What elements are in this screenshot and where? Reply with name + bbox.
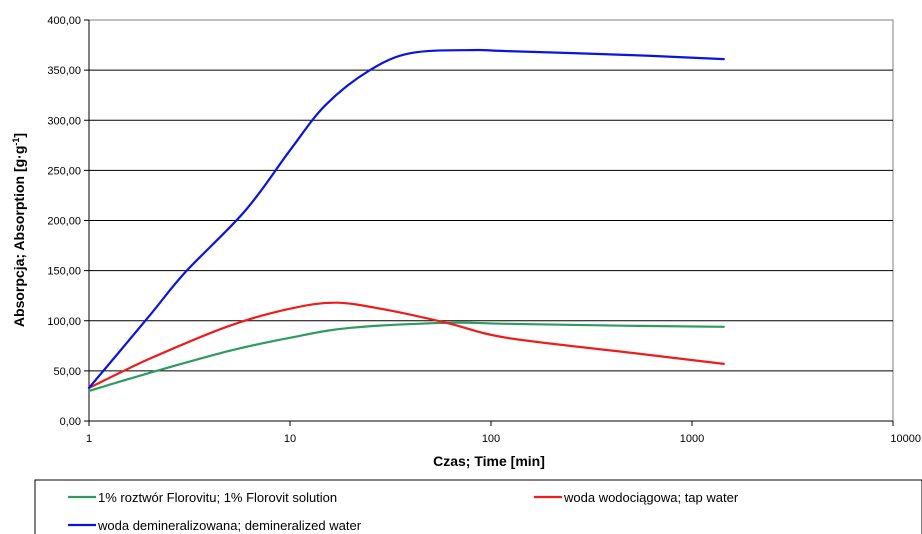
y-tick-label: 150,00	[47, 266, 81, 278]
x-tick-label: 100	[482, 433, 500, 445]
legend-label: woda demineralizowana; demineralized wat…	[97, 518, 362, 533]
y-axis-title: Absorpcja; Absorption [g·g-1]	[11, 133, 27, 327]
y-tick-label: 0,00	[60, 416, 81, 428]
y-axis-title-close: ]	[11, 133, 27, 138]
legend-label: woda wodociągowa; tap water	[563, 490, 739, 505]
y-tick-label: 300,00	[47, 115, 81, 127]
y-tick-label: 250,00	[47, 165, 81, 177]
x-axis: 1 10 100 1000 10000	[86, 420, 921, 445]
legend-label: 1% roztwór Florovitu; 1% Florovit soluti…	[98, 490, 337, 505]
x-tick-label: 10000	[890, 433, 921, 445]
legend-item-demineralized-water: woda demineralizowana; demineralized wat…	[68, 518, 362, 533]
legend: 1% roztwór Florovitu; 1% Florovit soluti…	[34, 479, 922, 534]
y-tick-label: 50,00	[53, 366, 81, 378]
y-axis: 0,00 50,00 100,00 150,00 200,00 250,00 300,00 3…	[47, 15, 90, 428]
legend-item-florovit-solution: 1% roztwór Florovitu; 1% Florovit soluti…	[68, 490, 337, 505]
y-axis-title-superscript: -1	[11, 138, 21, 146]
y-tick-label: 200,00	[47, 216, 81, 228]
x-tick-label: 1	[86, 433, 92, 445]
legend-item-tap-water: woda wodociągowa; tap water	[534, 490, 739, 505]
y-axis-title-main: Absorpcja; Absorption [g·g	[11, 146, 27, 327]
y-tick-label: 350,00	[47, 65, 81, 77]
series-tap-water-line	[87, 301, 725, 389]
y-tick-label: 100,00	[47, 316, 81, 328]
series-florovit-solution-line	[87, 321, 725, 392]
y-tick-label: 400,00	[47, 15, 81, 27]
series-layer	[87, 48, 725, 392]
x-tick-label: 10	[284, 433, 296, 445]
x-axis-title: Czas; Time [min]	[433, 453, 545, 469]
grid-lines	[89, 69, 893, 372]
x-tick-label: 1000	[680, 433, 704, 445]
series-demineralized-water-line	[87, 48, 725, 389]
